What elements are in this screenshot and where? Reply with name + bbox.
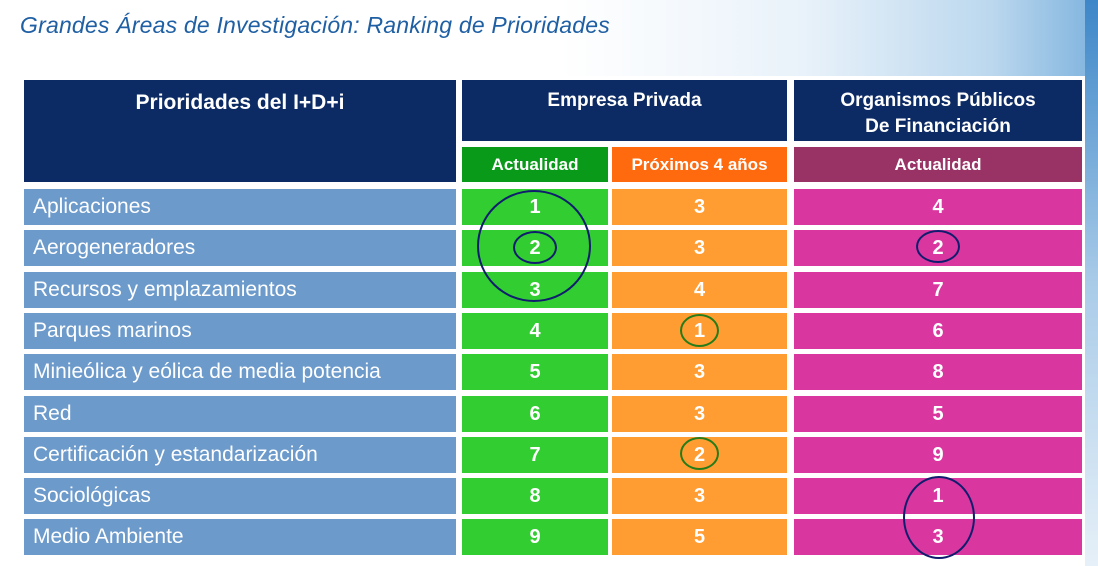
cell-public-current: 2 xyxy=(794,230,1082,266)
row-label: Sociológicas xyxy=(24,478,456,514)
cell-private-next: 3 xyxy=(612,230,787,266)
subheader-public-current: Actualidad xyxy=(794,147,1082,182)
cell-private-current: 5 xyxy=(462,354,608,390)
cell-public-current: 4 xyxy=(794,189,1082,225)
cell-private-current: 7 xyxy=(462,437,608,473)
row-label: Recursos y emplazamientos xyxy=(24,272,456,308)
cell-private-next: 3 xyxy=(612,354,787,390)
cell-public-current: 9 xyxy=(794,437,1082,473)
cell-public-current: 1 xyxy=(794,478,1082,514)
cell-private-next: 3 xyxy=(612,478,787,514)
cell-private-current: 8 xyxy=(462,478,608,514)
row-label: Minieólica y eólica de media potencia xyxy=(24,354,456,390)
cell-public-current: 3 xyxy=(794,519,1082,555)
cell-private-next: 1 xyxy=(612,313,787,349)
header-public-bodies-line1: Organismos Públicos xyxy=(840,89,1036,111)
cell-private-next: 3 xyxy=(612,189,787,225)
subheader-private-current: Actualidad xyxy=(462,147,608,182)
cell-private-next: 3 xyxy=(612,396,787,432)
cell-private-next: 4 xyxy=(612,272,787,308)
cell-private-current: 2 xyxy=(462,230,608,266)
cell-private-next: 5 xyxy=(612,519,787,555)
cell-private-current: 3 xyxy=(462,272,608,308)
header-public-bodies-line2: De Financiación xyxy=(865,115,1011,137)
row-label: Aerogeneradores xyxy=(24,230,456,266)
cell-public-current: 8 xyxy=(794,354,1082,390)
subheader-private-next: Próximos 4 años xyxy=(612,147,787,182)
cell-private-current: 4 xyxy=(462,313,608,349)
cell-private-current: 6 xyxy=(462,396,608,432)
right-edge-bar xyxy=(1085,0,1098,566)
header-private-company: Empresa Privada xyxy=(462,80,787,141)
cell-private-current: 9 xyxy=(462,519,608,555)
cell-private-current: 1 xyxy=(462,189,608,225)
cell-public-current: 7 xyxy=(794,272,1082,308)
row-label: Medio Ambiente xyxy=(24,519,456,555)
cell-public-current: 6 xyxy=(794,313,1082,349)
row-label: Parques marinos xyxy=(24,313,456,349)
header-public-bodies: Organismos Públicos De Financiación xyxy=(794,80,1082,141)
top-right-gradient xyxy=(560,0,1098,76)
row-label: Aplicaciones xyxy=(24,189,456,225)
header-priorities: Prioridades del I+D+i xyxy=(24,80,456,182)
row-label: Certificación y estandarización xyxy=(24,437,456,473)
slide-title: Grandes Áreas de Investigación: Ranking … xyxy=(20,12,610,38)
cell-private-next: 2 xyxy=(612,437,787,473)
row-label: Red xyxy=(24,396,456,432)
cell-public-current: 5 xyxy=(794,396,1082,432)
